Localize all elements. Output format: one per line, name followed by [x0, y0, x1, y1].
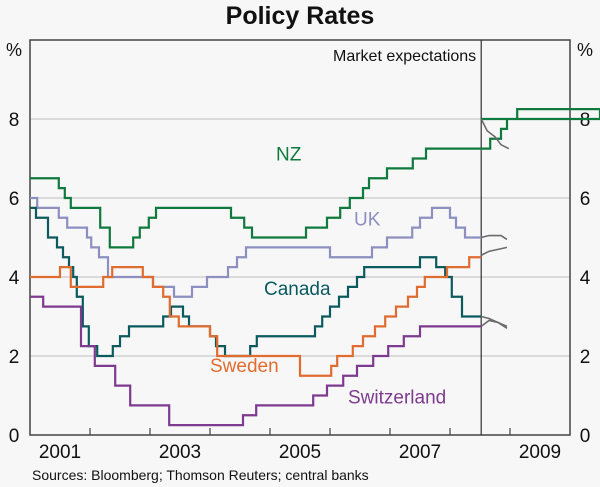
- y-tick-right-0: 0: [580, 426, 591, 447]
- expectation-line-switzerland: [480, 319, 508, 330]
- series-label-nz: NZ: [276, 144, 302, 165]
- sources-note: Sources: Bloomberg; Thomson Reuters; cen…: [32, 467, 369, 483]
- chart-title: Policy Rates: [225, 2, 375, 30]
- expectations-annotation: Market expectations: [333, 48, 476, 65]
- expectation-line-canada: [481, 315, 508, 328]
- expectation-line-sweden: [480, 246, 508, 256]
- y-tick-left-2: 2: [9, 347, 20, 368]
- x-tick-label-2007: 2007: [399, 442, 441, 463]
- y-tick-right-8: 8: [580, 110, 591, 131]
- x-tick-label-2009: 2009: [519, 442, 561, 463]
- series-line-switzerland: [30, 295, 482, 427]
- series-label-canada: Canada: [264, 279, 331, 300]
- expectation-line-nz: [480, 118, 510, 150]
- series-line-uk: [30, 196, 482, 298]
- expectation-line-uk: [481, 234, 508, 241]
- y-tick-right-6: 6: [580, 189, 591, 210]
- series-label-switzerland: Switzerland: [348, 387, 446, 408]
- series-label-uk: UK: [354, 210, 381, 231]
- y-tick-left-0: 0: [9, 426, 20, 447]
- x-tick-label-2003: 2003: [159, 442, 201, 463]
- series-label-sweden: Sweden: [210, 356, 279, 377]
- plot-frame: [29, 39, 571, 436]
- y-axis-label-left: %: [6, 40, 22, 60]
- y-tick-left-4: 4: [9, 268, 20, 289]
- y-tick-right-2: 2: [580, 347, 591, 368]
- y-axis-label-right: %: [577, 40, 593, 60]
- x-tick-label-2001: 2001: [39, 442, 81, 463]
- y-tick-right-4: 4: [580, 268, 591, 289]
- y-tick-left-8: 8: [9, 110, 20, 131]
- series-line-sweden: [30, 256, 482, 377]
- series-line-nz: [30, 108, 600, 249]
- x-tick-label-2005: 2005: [279, 442, 321, 463]
- y-tick-left-6: 6: [9, 189, 20, 210]
- series-line-canada: [30, 206, 482, 358]
